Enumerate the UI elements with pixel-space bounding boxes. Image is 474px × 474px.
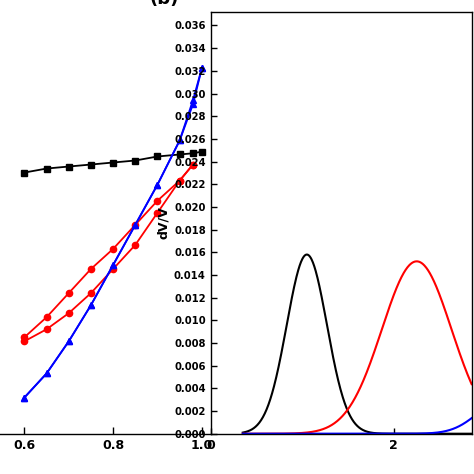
Text: (b): (b) bbox=[149, 0, 178, 8]
Y-axis label: dV/V: dV/V bbox=[157, 206, 170, 239]
